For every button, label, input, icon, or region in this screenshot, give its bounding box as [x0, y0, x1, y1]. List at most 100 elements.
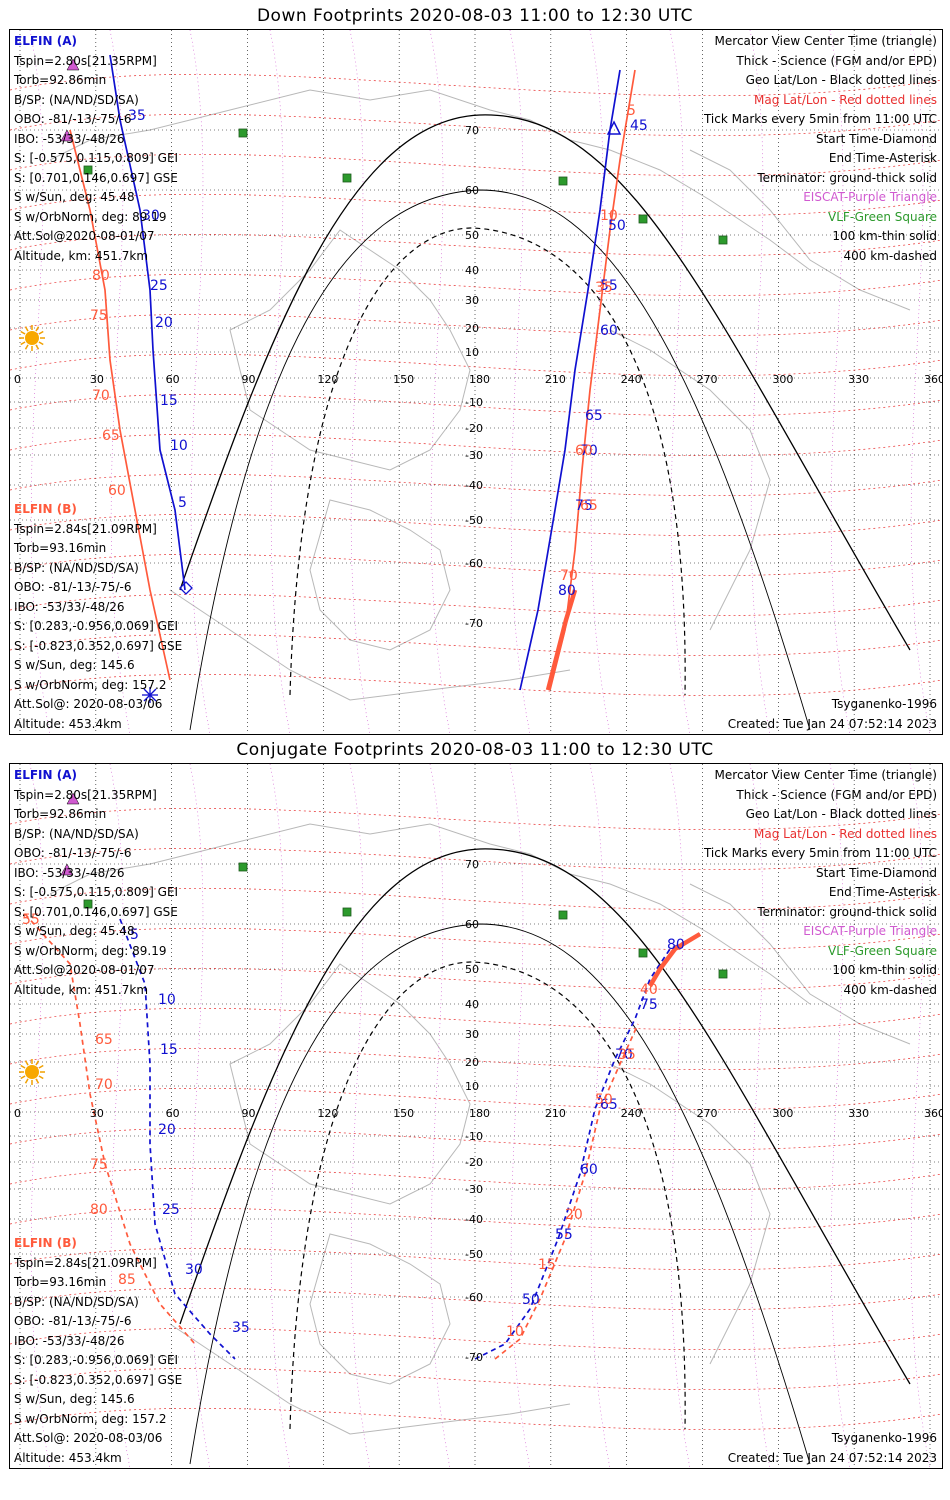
elfin-a-time-label: 30: [142, 208, 160, 224]
mag-parallel: [10, 393, 942, 417]
lon-tick-label: 240: [621, 373, 642, 386]
elfin-a-track: [119, 918, 701, 1360]
terminator-400km: [289, 227, 686, 696]
elfin-a-time-label: 25: [150, 278, 168, 294]
elfin-a-time-label: 35: [128, 108, 146, 124]
conj-map-canvas: 5 10 15 20 25 30 35 50 55 60 65 70 75 80 55 65 70 75 80 85 1…: [10, 764, 942, 1468]
elfin-b-line: Att.Sol@: 2020-08-03/06: [14, 697, 163, 711]
lon-tick-label: 90: [242, 373, 256, 386]
elfin-a-line: Torb=92.86min: [14, 807, 107, 821]
elfin-b-line: Att.Sol@: 2020-08-03/06: [14, 1431, 163, 1445]
elfin-b-line: S: [0.283,-0.956,0.069] GEI: [14, 619, 179, 633]
mag-parallel: [10, 113, 942, 137]
elfin-a-line: Att.Sol@2020-08-01/07: [14, 963, 155, 977]
elfin-b-line: S: [-0.823,0.352,0.697] GSE: [14, 1372, 183, 1387]
elfin-a-line: S: [-0.575,0.115,0.809] GEI: [14, 151, 179, 165]
lon-tick-label: 120: [317, 373, 338, 386]
mag-meridian: [749, 764, 771, 1468]
elfin-a-time-label: 20: [158, 1122, 176, 1138]
vlf-station-marker: [238, 128, 248, 138]
elfin-a-info: ELFIN (A) Tspin=2.80s[21.35RPM] Torb=92.…: [14, 32, 178, 266]
elfin-b-line: Altitude: 453.4km: [14, 1450, 122, 1465]
lon-tick-label: 0: [14, 1107, 21, 1120]
elfin-b-line: Altitude: 453.4km: [14, 716, 122, 731]
elfin-a-time-label: 10: [170, 438, 188, 454]
mag-meridian: [429, 764, 451, 1468]
elfin-b-line: Torb=93.16min: [14, 1275, 107, 1289]
legend-item: Terminator: ground-thick solid: [757, 904, 937, 919]
map-legend: Mercator View Center Time (triangle) Thi…: [704, 32, 937, 266]
eiscat-station-marker: [60, 129, 74, 142]
lat-tick-label: -30: [465, 1183, 483, 1196]
elfin-b-time-label: 70: [92, 388, 110, 404]
footer-info: Tsyganenko-1996 Created: Tue Jan 24 07:5…: [728, 1429, 937, 1468]
geo-grid: [10, 30, 942, 734]
mag-parallel: [10, 433, 942, 457]
mag-parallel: [10, 273, 942, 297]
elfin-a-line: S w/OrbNorm, deg: 89.19: [14, 209, 167, 224]
elfin-a-time-label: 15: [160, 393, 178, 409]
legend-item: Mag Lat/Lon - Red dotted lines: [753, 92, 937, 107]
mag-meridian: [829, 30, 851, 734]
elfin-b-line: B/SP: (NA/ND/SD/SA): [14, 560, 139, 575]
elfin-a-time-label: 35: [232, 1320, 250, 1336]
elfin-b-science-segment: [545, 589, 578, 691]
lat-tick-label: 40: [465, 998, 479, 1011]
sun-ray: [38, 1064, 44, 1069]
elfin-b-science-segment: [648, 932, 702, 988]
sun-icon: [19, 325, 45, 351]
vlf-station-marker: [83, 899, 93, 909]
elfin-a-time-label: 65: [585, 408, 603, 424]
lat-tick-label: 40: [465, 264, 479, 277]
elfin-a-time-label: 55: [555, 1227, 573, 1243]
elfin-a-line: Torb=92.86min: [14, 73, 107, 87]
lon-tick-label: 360: [924, 1107, 942, 1120]
mag-meridian: [349, 764, 371, 1468]
vlf-station-marker: [718, 235, 728, 245]
lat-tick-label: -50: [465, 1248, 483, 1261]
mag-parallel: [10, 1047, 942, 1071]
mag-parallel: [10, 1207, 942, 1231]
lon-tick-label: 360: [924, 373, 942, 386]
legend-item: Mercator View Center Time (triangle): [714, 34, 937, 48]
elfin-a-line: IBO: -53/33/-48/26: [14, 131, 125, 146]
mag-meridian: [29, 764, 51, 1468]
lat-tick-label: 20: [465, 1056, 479, 1069]
mag-meridian: [509, 764, 531, 1468]
mag-parallel: [10, 1327, 942, 1351]
mag-meridian: [669, 30, 691, 734]
sun-ray: [24, 344, 29, 350]
down-map-frame: 35 30 25 20 15 10 5 45 50 55 60 65 70 75 80 80 75 70 65 60 5…: [9, 29, 943, 735]
sun-ray: [20, 1064, 26, 1069]
elfin-a-time-label: 80: [667, 937, 685, 953]
elfin-b-time-label: 70: [560, 568, 578, 584]
mag-parallel: [10, 513, 942, 537]
sun-ray: [35, 344, 40, 350]
mag-meridian: [269, 30, 291, 734]
elfin-a-time-label: 30: [185, 1262, 203, 1278]
legend-item: Tick Marks every 5min from 11:00 UTC: [703, 846, 937, 860]
lon-tick-label: 0: [14, 373, 21, 386]
elfin-a-time-label: 5: [178, 495, 187, 511]
vlf-station-marker: [238, 862, 248, 872]
mag-meridian: [749, 30, 771, 734]
mag-parallel: [10, 887, 942, 911]
mag-parallel: [10, 1287, 942, 1311]
mag-meridian: [109, 764, 131, 1468]
mag-parallel: [10, 1127, 942, 1151]
footer-info: Tsyganenko-1996 Created: Tue Jan 24 07:5…: [728, 695, 937, 734]
lat-tick-label: -50: [465, 514, 483, 527]
elfin-a-line: Tspin=2.80s[21.35RPM]: [14, 53, 157, 68]
vlf-station-marker: [342, 173, 352, 183]
elfin-b-line: IBO: -53/33/-48/26: [14, 599, 125, 614]
sun-icon: [19, 1059, 45, 1085]
lat-tick-label: 50: [465, 963, 479, 976]
elfin-a-time-label: 75: [575, 498, 593, 514]
legend-item: 100 km-thin solid: [832, 963, 937, 977]
lat-tick-label: -30: [465, 449, 483, 462]
elfin-b-line: S w/OrbNorm, deg: 157.2: [14, 1411, 167, 1426]
elfin-b-time-label: 35: [595, 280, 613, 296]
mag-parallel: [10, 593, 942, 617]
elfin-b-line: IBO: -53/33/-48/26: [14, 1333, 125, 1348]
elfin-a-time-label: 70: [580, 443, 598, 459]
